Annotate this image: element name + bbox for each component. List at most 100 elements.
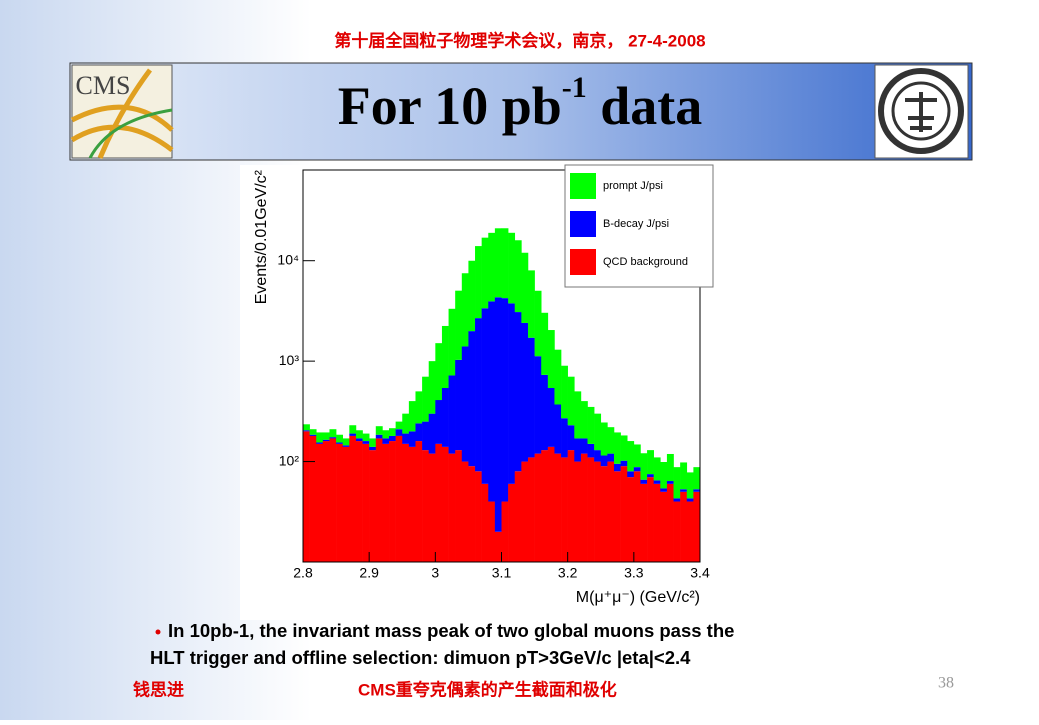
bar-segment <box>594 450 602 462</box>
bar-segment <box>316 432 324 443</box>
x-axis-label: M(μ⁺μ⁻) (GeV/c²) <box>576 589 700 606</box>
bar-segment <box>680 489 688 492</box>
bar-segment <box>455 359 463 451</box>
chart: 2.8 2.9 3 3.1 3.2 3.3 3.4 10² 10³ 10⁴ M(μ⁺μ⁻) (GeV… <box>253 164 714 606</box>
bar-segment <box>574 438 582 462</box>
bar-segment <box>501 228 509 299</box>
bar-segment <box>329 429 337 438</box>
legend-swatch <box>570 249 596 275</box>
bar-segment <box>488 501 496 562</box>
bar-segment <box>633 467 641 472</box>
bar-segment <box>494 531 502 562</box>
bar-segment <box>435 400 443 444</box>
bar-segment <box>349 425 357 434</box>
bar-segment <box>666 483 674 562</box>
university-seal <box>874 64 969 159</box>
bar-segment <box>362 433 370 442</box>
bar-segment <box>389 435 396 442</box>
bar-segment <box>693 489 701 492</box>
bar-segment <box>574 391 582 439</box>
cms-logo: CMS <box>70 64 174 159</box>
bar-segment <box>322 441 330 562</box>
bar-segment <box>554 404 562 454</box>
bar-segment <box>574 461 582 562</box>
legend-label: prompt J/psi <box>603 180 663 192</box>
bar-segment <box>666 453 674 482</box>
bar-segment <box>547 330 555 389</box>
bar-segment <box>660 491 668 562</box>
bar-segment <box>613 471 621 562</box>
bar-segment <box>448 375 456 454</box>
bar-segment <box>534 290 542 357</box>
bar-segment <box>428 453 436 562</box>
bar-segment <box>647 450 654 475</box>
bar-segment <box>620 435 628 461</box>
bar-segment <box>627 477 635 562</box>
bar-segment <box>686 501 694 562</box>
bar-segment <box>329 437 337 439</box>
bar-segment <box>336 442 343 444</box>
bar-segment <box>309 435 317 562</box>
bar-segment <box>587 457 595 562</box>
bar-segment <box>580 453 588 562</box>
bar-segment <box>508 303 516 484</box>
bar-segment <box>527 337 535 458</box>
bar-segment <box>382 430 390 439</box>
bar-segment <box>461 346 469 462</box>
footer-author: 钱思进 <box>133 679 184 699</box>
bar-segment <box>633 471 641 562</box>
bar-segment <box>342 446 350 562</box>
bar-segment <box>395 421 403 430</box>
bar-segment <box>494 228 502 298</box>
x-tick-label: 2.8 <box>293 565 313 581</box>
bar-segment <box>475 318 482 472</box>
bar-segment <box>336 434 343 443</box>
bar-segment <box>653 457 661 481</box>
y-tick-label: 10⁴ <box>277 251 299 267</box>
bar-segment <box>640 483 648 562</box>
bar-segment <box>402 443 410 562</box>
bar-segment <box>336 443 343 562</box>
bar-segment <box>408 401 416 432</box>
bar-segment <box>355 441 363 562</box>
bar-segment <box>441 325 449 389</box>
bar-segment <box>448 453 456 562</box>
bar-segment <box>620 460 628 467</box>
bar-segment <box>600 422 608 456</box>
bar-segment <box>303 431 310 562</box>
bar-segment <box>686 472 694 499</box>
bar-segment <box>501 501 509 562</box>
bar-segment <box>322 439 330 442</box>
bar-segment <box>561 457 568 562</box>
bar-segment <box>329 438 337 562</box>
bar-segment <box>382 438 390 444</box>
bar-segment <box>422 421 430 451</box>
bar-segment <box>567 425 575 451</box>
bar-segment <box>375 426 383 435</box>
bar-segment <box>481 308 489 484</box>
bar-segment <box>428 413 436 454</box>
bar-segment <box>547 388 555 447</box>
x-tick-label: 2.9 <box>359 565 379 581</box>
bar-segment <box>600 466 608 562</box>
bar-segment <box>627 441 635 472</box>
seal-mark <box>905 92 937 132</box>
bar-segment <box>613 463 621 472</box>
bar-segment <box>435 343 443 401</box>
bar-segment <box>521 461 529 562</box>
bar-segment <box>534 453 542 562</box>
bar-segment <box>613 432 621 464</box>
bar-segment <box>342 445 350 447</box>
header: 第十届全国粒子物理学术会议，南京， 27-4-2008 <box>334 30 705 50</box>
bar-segment <box>389 428 396 436</box>
bar-segment <box>402 433 410 444</box>
bar-segment <box>587 443 595 458</box>
bar-segment <box>488 301 496 502</box>
bar-segment <box>521 252 529 323</box>
title-tail: data <box>587 76 703 136</box>
bar-segment <box>349 433 357 436</box>
bar-segment <box>600 455 608 467</box>
bar-segment <box>673 467 681 499</box>
bar-segment <box>640 453 648 480</box>
bar-segment <box>541 374 549 451</box>
